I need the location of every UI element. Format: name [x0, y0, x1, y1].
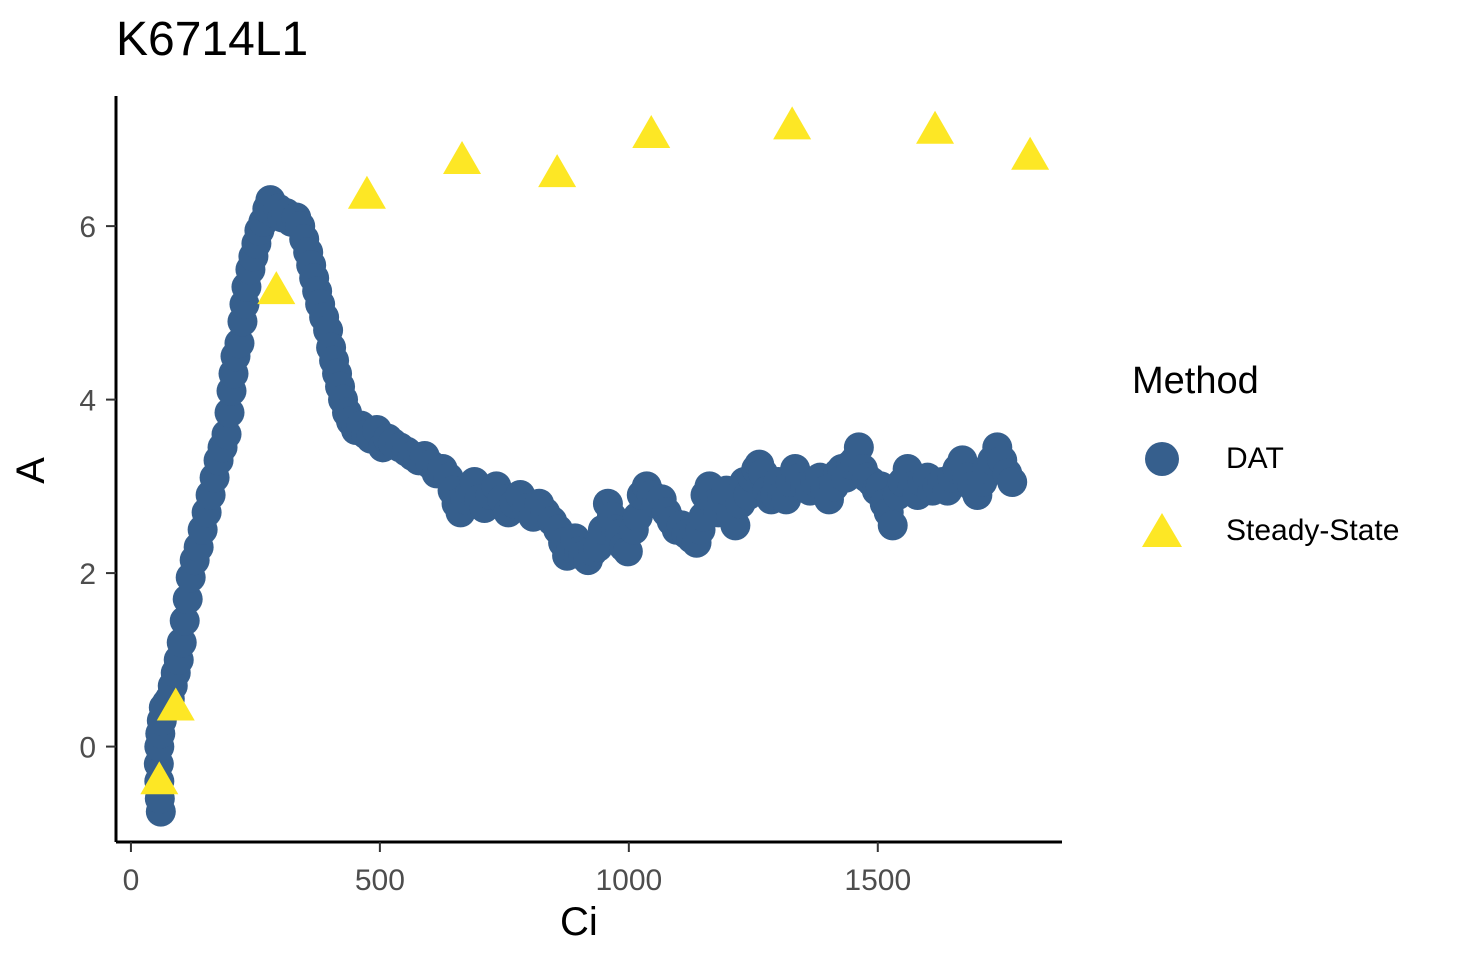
legend-label-steady-state: Steady-State — [1226, 514, 1400, 547]
chart-title: K6714L1 — [116, 13, 309, 66]
steady-state-point — [773, 106, 812, 140]
legend-title: Method — [1132, 360, 1259, 402]
steady-state-series — [140, 106, 1050, 795]
triangle-marker-icon — [1132, 501, 1192, 561]
dat-point — [997, 467, 1028, 498]
y-tick-label: 0 — [79, 732, 96, 765]
dat-point — [877, 510, 908, 541]
x-tick-label: 1000 — [595, 864, 662, 897]
steady-state-point — [1011, 136, 1050, 170]
x-tick-label: 0 — [123, 864, 140, 897]
steady-state-point — [257, 271, 296, 305]
y-tick-label: 4 — [79, 385, 96, 418]
y-tick-label: 6 — [79, 211, 96, 244]
circle-marker-icon — [1132, 429, 1192, 489]
steady-state-point — [632, 115, 671, 149]
y-tick-label: 2 — [79, 558, 96, 591]
steady-state-point — [443, 141, 482, 175]
x-tick-label: 1500 — [844, 864, 911, 897]
steady-state-point — [538, 154, 577, 188]
x-axis-label: Ci — [560, 900, 598, 944]
legend-label-dat: DAT — [1226, 442, 1284, 475]
legend-item-dat: DAT — [1132, 423, 1399, 495]
steady-state-point — [347, 175, 386, 209]
legend: Method DAT Steady-State — [1132, 360, 1399, 567]
legend-item-steady-state: Steady-State — [1132, 495, 1399, 567]
steady-state-point — [156, 687, 195, 721]
steady-state-point — [916, 110, 955, 144]
dat-point — [214, 397, 245, 428]
y-axis-label: A — [8, 457, 53, 484]
x-tick-label: 500 — [355, 864, 405, 897]
dat-series — [143, 185, 1028, 827]
steady-state-point — [140, 761, 179, 795]
axes: 0 500 1000 1500 0 2 4 6 — [79, 96, 1062, 897]
